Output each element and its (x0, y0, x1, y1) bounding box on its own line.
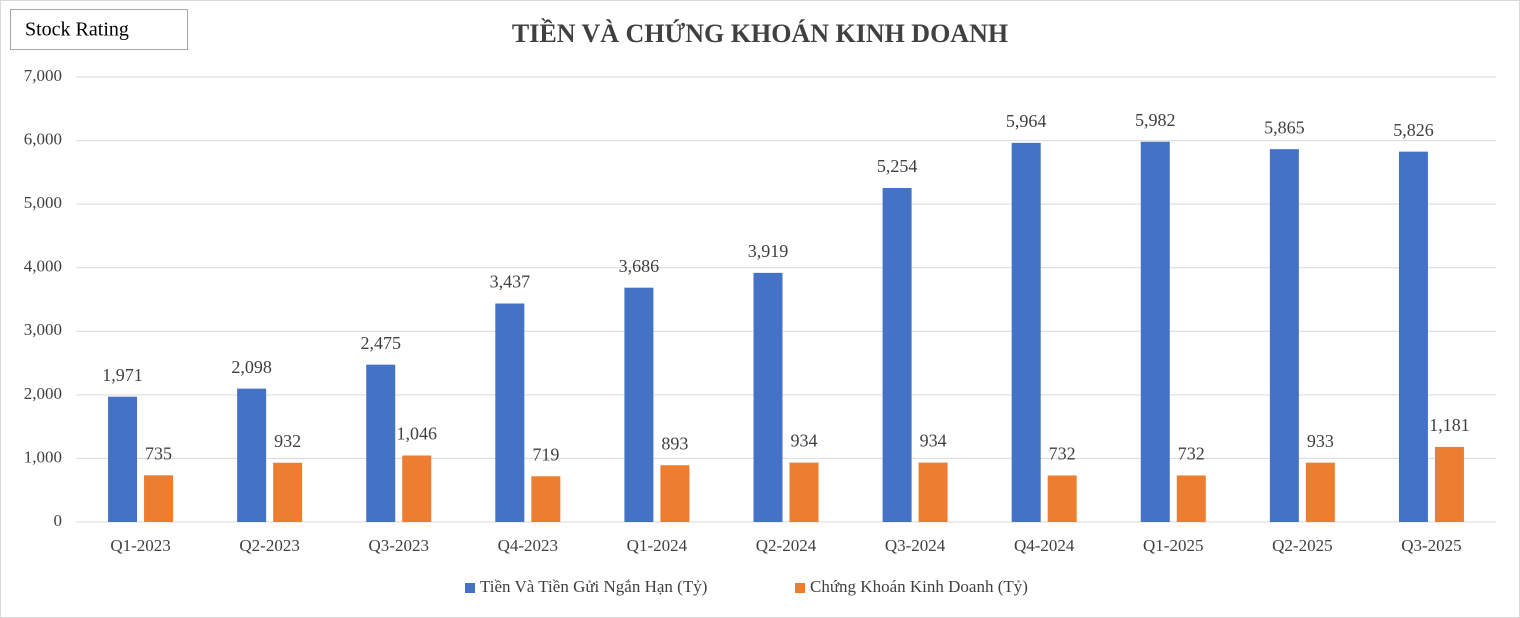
value-label: 5,982 (1135, 110, 1176, 130)
bar (366, 364, 396, 522)
bar (1269, 149, 1299, 522)
y-tick-label: 7,000 (24, 66, 62, 85)
value-label: 5,826 (1393, 120, 1434, 140)
value-label: 1,046 (396, 424, 437, 444)
bar (273, 462, 303, 522)
bar (495, 303, 525, 522)
bar (1398, 151, 1428, 522)
y-tick-label: 5,000 (24, 193, 62, 212)
bar (1434, 446, 1464, 522)
bar (1305, 462, 1335, 522)
x-tick-label: Q4-2023 (498, 536, 558, 555)
bar (402, 455, 432, 522)
bar (882, 187, 912, 522)
chart-title: TIỀN VÀ CHỨNG KHOÁN KINH DOANH (512, 19, 1008, 48)
annotation: Stock Rating (25, 19, 129, 41)
bar (753, 272, 783, 522)
value-label: 3,437 (490, 272, 531, 292)
bar (789, 462, 819, 522)
bar (624, 287, 654, 522)
value-label: 5,964 (1006, 111, 1047, 131)
value-label: 5,254 (877, 156, 918, 176)
legend-swatch (795, 583, 805, 593)
value-label: 933 (1307, 431, 1334, 451)
value-label: 893 (661, 433, 688, 453)
x-tick-label: Q1-2023 (110, 536, 170, 555)
x-tick-label: Q4-2024 (1014, 536, 1075, 555)
value-label: 3,686 (619, 256, 660, 276)
value-label: 1,971 (102, 365, 143, 385)
value-label: 732 (1049, 444, 1076, 464)
value-label: 3,919 (748, 241, 789, 261)
bar (1176, 475, 1206, 522)
bar (108, 396, 138, 522)
x-tick-label: Q2-2023 (239, 536, 299, 555)
y-tick-label: 2,000 (24, 384, 62, 403)
value-label: 934 (791, 431, 818, 451)
x-tick-label: Q2-2024 (756, 536, 817, 555)
y-tick-label: 1,000 (24, 447, 62, 466)
bar (1011, 142, 1041, 523)
value-label: 2,475 (360, 333, 401, 353)
value-label: 5,865 (1264, 117, 1305, 137)
y-tick-label: 0 (54, 511, 63, 530)
legend-label: Chứng Khoán Kinh Doanh (Tỷ) (810, 577, 1028, 596)
bar (660, 465, 690, 522)
legend-swatch (465, 583, 475, 593)
value-label: 932 (274, 431, 301, 451)
bar (531, 476, 561, 522)
y-tick-label: 3,000 (24, 320, 62, 339)
annotation-box (10, 9, 188, 50)
x-tick-label: Q2-2025 (1272, 536, 1332, 555)
y-tick-label: 6,000 (24, 129, 62, 148)
bar (237, 388, 267, 522)
x-tick-label: Q3-2024 (885, 536, 946, 555)
value-label: 934 (920, 431, 947, 451)
x-tick-label: Q3-2025 (1401, 536, 1461, 555)
x-tick-label: Q1-2025 (1143, 536, 1203, 555)
legend-label: Tiền Và Tiền Gửi Ngắn Hạn (Tỷ) (480, 577, 707, 596)
bar (1140, 141, 1170, 523)
bar (918, 462, 948, 522)
value-label: 732 (1178, 444, 1205, 464)
bar (144, 475, 174, 522)
y-tick-label: 4,000 (24, 257, 62, 276)
value-label: 735 (145, 443, 172, 463)
x-tick-label: Q3-2023 (369, 536, 429, 555)
x-tick-label: Q1-2024 (627, 536, 688, 555)
value-label: 2,098 (231, 357, 272, 377)
bar (1047, 475, 1077, 522)
value-label: 719 (532, 444, 559, 464)
value-label: 1,181 (1429, 415, 1470, 435)
